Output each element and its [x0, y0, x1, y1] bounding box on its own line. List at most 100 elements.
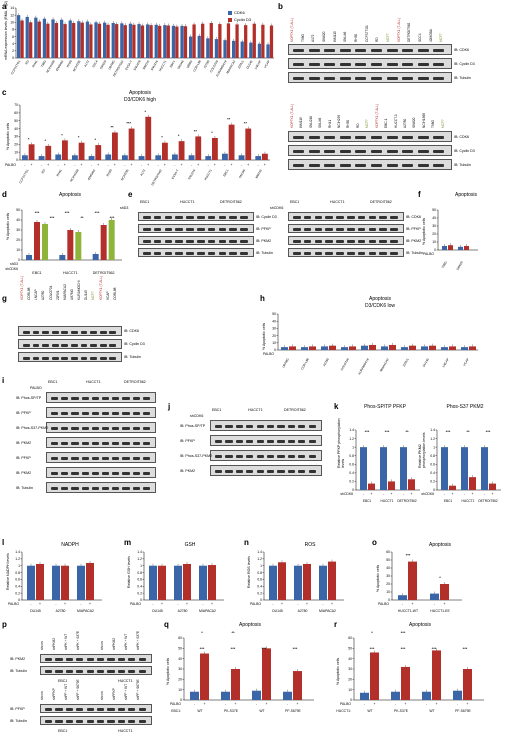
blot-band [132, 396, 140, 401]
blot-band [298, 469, 306, 474]
c-minus-mark: - [58, 163, 59, 167]
q-plus: + [266, 702, 268, 706]
c-plus-mark: + [81, 163, 83, 167]
m-xtick-label: A2780 [178, 609, 188, 613]
blot-band [153, 252, 162, 255]
c-bar-plus [162, 142, 168, 160]
n-bar-plus [328, 561, 336, 600]
blot-band [256, 424, 264, 429]
blot-band [61, 356, 69, 360]
c-minus-mark: - [74, 163, 75, 167]
c-bar-minus [155, 155, 162, 160]
blot-band [138, 720, 146, 723]
blot-band [97, 670, 105, 673]
c-bar-minus [222, 153, 228, 160]
blot-band [303, 228, 312, 231]
o-minus: - [434, 602, 435, 606]
a-xtick-label: RH41 [31, 59, 38, 68]
k2-minus: - [484, 492, 485, 496]
panel-label-q: q [164, 620, 169, 629]
c-bar-plus [245, 128, 252, 160]
c-bar-plus [95, 145, 102, 160]
a-xtick-label: SSC4 [91, 59, 99, 68]
blot-band-row [288, 236, 404, 245]
blot-band [371, 48, 382, 53]
c-plus-mark: + [131, 163, 133, 167]
blot-band [81, 396, 89, 401]
a-bar-cyclin [244, 25, 248, 58]
a-xtick-label: SNU46 [176, 59, 184, 70]
c-plus-mark: + [164, 163, 166, 167]
c-plus-mark: + [181, 163, 183, 167]
blot-band [42, 330, 49, 334]
k1-minus: - [363, 492, 364, 496]
c-bar-minus [188, 155, 195, 160]
h-bar-plus [369, 344, 376, 350]
blot-band [61, 396, 69, 401]
blot-band [142, 486, 150, 491]
c-bar-plus [128, 128, 135, 160]
blot-band [207, 216, 216, 219]
blot-band [122, 411, 130, 416]
q-ytick-label: 0 [180, 698, 182, 702]
a-bar-cyclin [226, 23, 231, 58]
blot-band-row [46, 422, 156, 433]
c-xtick-label: SNU216 [187, 168, 196, 180]
o-plus: + [444, 602, 446, 606]
r-ytick-label: 50 [348, 647, 352, 651]
blot-row-label: IB: Tubulin [10, 718, 27, 723]
blot-band [91, 471, 99, 476]
k1-cond-label: shCDK6 [340, 492, 353, 496]
a-bar-cyclin [175, 26, 179, 58]
blot-band [324, 76, 336, 81]
blot-band [65, 708, 74, 711]
blot-row-label: IB: Tubulin [454, 162, 471, 167]
blot-band [51, 441, 59, 446]
blot-band [433, 163, 445, 168]
f-bar-minus [442, 246, 447, 250]
blot-band-row [288, 72, 452, 83]
h-xtick-label: COLO704 [340, 357, 350, 371]
n-ytick-label: 0.6 [257, 578, 262, 582]
panel-label-c: c [2, 88, 7, 97]
blot-band [112, 426, 120, 431]
a-bar-cyclin [132, 24, 136, 59]
blot-band-row [46, 482, 156, 493]
blot-band [277, 454, 285, 459]
blot-band [51, 330, 59, 334]
a-ytick-label: 8 [12, 28, 14, 32]
k2-minus: - [464, 492, 465, 496]
blot-band [55, 708, 63, 711]
blot-band [433, 149, 445, 154]
k-sig: *** [446, 429, 451, 434]
c-sig: * [145, 109, 147, 114]
f-ytick-label: 10 [432, 240, 436, 244]
blot-band [153, 240, 162, 243]
blot-band [97, 720, 105, 723]
blot-band [81, 456, 89, 461]
l-bar-minus [52, 565, 60, 600]
panel-c-title: Apoptosis [129, 90, 151, 96]
c-sig: * [28, 136, 30, 141]
r-plus: + [436, 702, 438, 706]
q-xtick-label: WT [197, 709, 202, 713]
c-ytick-label: 70 [14, 103, 18, 107]
blot-band [386, 62, 398, 67]
n-ytick-label: 0.2 [257, 591, 262, 595]
blot-band [107, 670, 115, 673]
blot-e-cond-label: shCDK6 [270, 206, 284, 210]
c-sig: * [95, 137, 97, 142]
blot-band [357, 216, 366, 219]
d-shcdk6-label: shCDK6 [5, 267, 18, 271]
q-ytick-label: 50 [178, 647, 182, 651]
panel-label-d: d [2, 190, 7, 199]
panel-label-o: o [372, 538, 377, 547]
blot-band [402, 76, 414, 81]
k1-plus: + [411, 492, 413, 496]
blot-band [61, 343, 69, 347]
a-xtick-label: SNU216 [150, 59, 159, 71]
l-plus: + [64, 602, 66, 606]
c-sig: ** [194, 128, 198, 133]
blot-band [229, 228, 237, 231]
k1-ytick-label: 1.4 [349, 428, 354, 432]
